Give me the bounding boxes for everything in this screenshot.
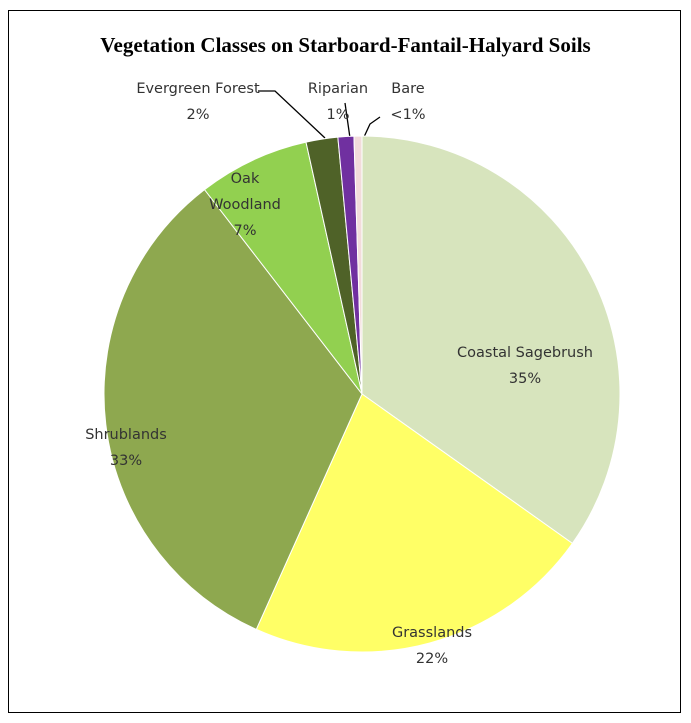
chart-title: Vegetation Classes on Starboard-Fantail-… xyxy=(100,33,591,57)
value-label: 22% xyxy=(415,651,449,667)
category-label: Riparian xyxy=(307,81,369,97)
value-label: 7% xyxy=(233,223,257,239)
category-label: Coastal Sagebrush xyxy=(457,345,593,361)
value-label: 2% xyxy=(186,107,210,123)
leader-lines xyxy=(258,90,381,139)
slice-label: Evergreen Forest 2% xyxy=(118,76,278,128)
category-label: Oak Woodland xyxy=(209,171,281,213)
slice-label: Oak Woodland 7% xyxy=(205,166,285,244)
category-label: Bare xyxy=(391,81,425,97)
pie-slice xyxy=(255,393,574,653)
value-label: 33% xyxy=(109,453,143,469)
slice-label: Bare <1% xyxy=(378,76,438,128)
slice-label: Riparian 1% xyxy=(293,76,383,128)
pie-slice xyxy=(353,135,363,395)
slice-label: Coastal Sagebrush 35% xyxy=(435,340,615,392)
pie-slice xyxy=(203,141,363,395)
category-label: Evergreen Forest xyxy=(136,81,260,97)
leader-line xyxy=(258,90,326,139)
value-label: 1% xyxy=(326,107,350,123)
slice-label: Grasslands 22% xyxy=(362,620,502,672)
category-label: Grasslands xyxy=(391,625,473,641)
pie-slice xyxy=(103,188,363,631)
leader-line xyxy=(363,116,381,138)
slice-label: Shrublands 33% xyxy=(56,422,196,474)
value-label: <1% xyxy=(390,107,426,123)
leader-line xyxy=(344,102,351,139)
chart-frame xyxy=(8,10,681,713)
value-label: 35% xyxy=(508,371,542,387)
pie-slice xyxy=(361,135,621,545)
category-label: Shrublands xyxy=(85,427,167,443)
